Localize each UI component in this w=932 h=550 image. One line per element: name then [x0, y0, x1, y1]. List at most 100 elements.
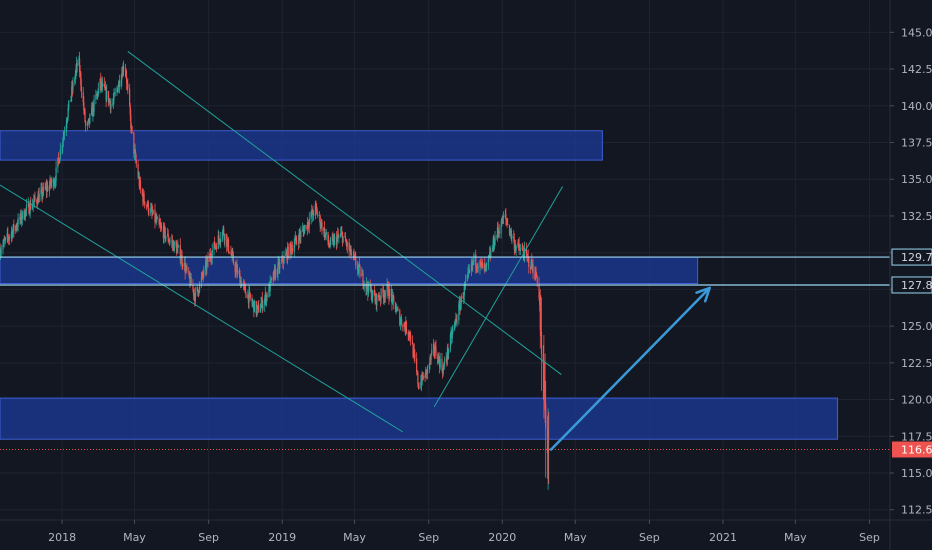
candle-body	[449, 334, 452, 350]
candle-body	[4, 240, 6, 241]
candle-body	[97, 88, 99, 96]
candle-body	[74, 73, 76, 79]
candle-body	[317, 215, 319, 216]
candle-body	[91, 107, 93, 115]
zone-box-2	[0, 256, 699, 285]
candle-body	[201, 273, 203, 277]
candle-body	[289, 243, 291, 258]
candle-body	[429, 357, 432, 360]
candle-body	[392, 294, 394, 297]
candle-body	[286, 251, 288, 260]
candle-body	[274, 269, 277, 279]
candle-body	[63, 132, 66, 134]
candle-body	[167, 233, 169, 237]
candle-body	[505, 214, 507, 219]
candle-body	[151, 208, 153, 213]
time-tick-label: Sep	[639, 531, 660, 544]
candle-body	[41, 187, 43, 190]
candle-body	[127, 84, 129, 89]
candle-body	[546, 428, 549, 453]
candle-body	[374, 295, 376, 301]
candle-body	[139, 180, 142, 189]
candle-body	[240, 280, 242, 287]
price-tick-label: 140.0	[901, 100, 932, 113]
candle-body	[184, 262, 186, 273]
candle-body	[252, 302, 254, 303]
candle-body	[319, 215, 321, 227]
candle-body	[76, 62, 78, 66]
candle-body	[120, 80, 122, 88]
candle-body	[21, 219, 23, 222]
candle-body	[57, 157, 60, 160]
candle-body	[485, 265, 487, 267]
candle-body	[439, 358, 441, 368]
zone-box-3	[0, 397, 839, 440]
candle-body	[496, 236, 498, 237]
candle-body	[493, 245, 496, 248]
candle-body	[143, 193, 145, 202]
candle-body	[7, 233, 9, 237]
candle-body	[324, 232, 326, 238]
candle-body	[218, 235, 220, 240]
candle-body	[66, 117, 69, 122]
candle-body	[80, 85, 83, 93]
candle-body	[429, 357, 431, 365]
candle-body	[256, 309, 258, 315]
candle-body	[79, 72, 81, 73]
time-axis[interactable]: 2018 May Sep 2019 May Sep 2020 May Sep 2021 May Sep	[48, 520, 880, 544]
candle-body	[27, 202, 29, 206]
candle-body	[232, 252, 234, 255]
candle-body	[278, 262, 280, 269]
candle-body	[198, 291, 200, 294]
candle-body	[316, 209, 318, 216]
candle-body	[248, 291, 250, 304]
candle-body	[122, 66, 124, 77]
candle-body	[293, 244, 295, 252]
candle-body	[45, 186, 47, 189]
candle-body	[177, 245, 180, 247]
candle-body	[117, 86, 119, 92]
candle-body	[282, 262, 285, 264]
candle-body	[235, 266, 237, 272]
candle-body	[218, 239, 221, 242]
candle-body	[247, 294, 249, 298]
candle-body	[483, 263, 485, 269]
candle-body	[306, 222, 309, 230]
candle-body	[50, 178, 52, 185]
candle-body	[502, 215, 504, 224]
candle-body	[75, 62, 78, 69]
candle-body	[162, 228, 165, 239]
candle-body	[544, 392, 546, 404]
candle-body	[130, 114, 132, 129]
trendline-3	[433, 186, 564, 408]
candle-body	[384, 292, 386, 298]
price-tick-label: 115.0	[901, 467, 932, 480]
candle-body	[443, 366, 445, 369]
candle-body	[468, 270, 470, 272]
time-tick-label: 2019	[268, 531, 296, 544]
candle-body	[16, 226, 18, 228]
candle-body	[531, 260, 533, 268]
candle-body	[302, 228, 304, 232]
candle-body	[342, 236, 344, 243]
candle-body	[0, 250, 2, 253]
candle-body	[414, 354, 416, 359]
candle-body	[138, 176, 140, 187]
candle-body	[302, 228, 304, 231]
candle-body	[399, 321, 401, 325]
candle-body	[279, 262, 281, 269]
candle-body	[528, 257, 530, 267]
candle-body	[446, 347, 449, 360]
candle-body	[344, 236, 346, 238]
candle-body	[334, 237, 336, 239]
candle-body	[265, 293, 267, 303]
candle-body	[104, 86, 106, 90]
candle-body	[71, 86, 73, 97]
candle-body	[142, 195, 144, 203]
time-tick-label: Sep	[418, 531, 439, 544]
candle-body	[323, 227, 325, 232]
candle-body	[388, 289, 391, 299]
candle-body	[33, 200, 35, 204]
candle-body	[418, 387, 420, 389]
